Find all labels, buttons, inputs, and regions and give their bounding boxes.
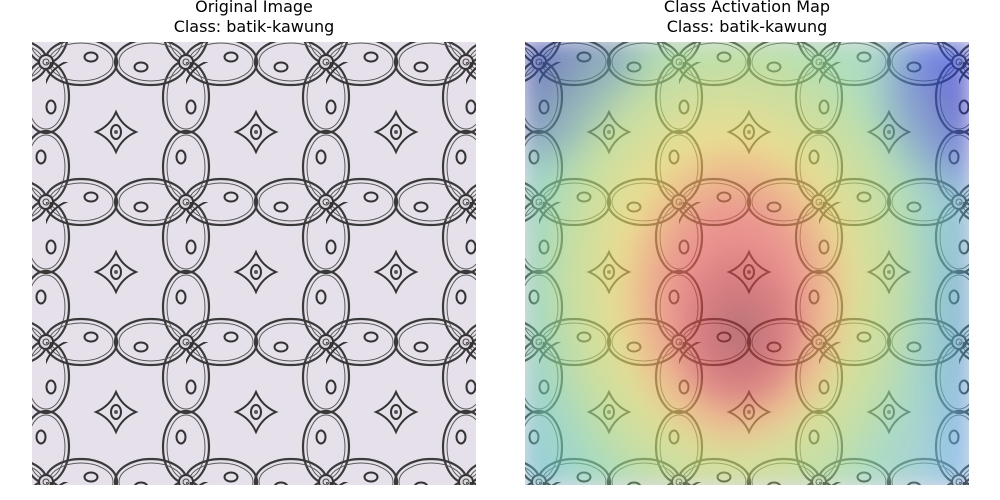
- activation-map-heading: Class Activation Map: [663, 0, 831, 16]
- original-image-title: Original Image Class: batik-kawung: [32, 0, 476, 37]
- original-image-class-label: Class: batik-kawung: [173, 17, 335, 36]
- batik-kawung-pattern-underlay: [525, 42, 969, 485]
- activation-map-class-label: Class: batik-kawung: [666, 17, 828, 36]
- original-batik-image: [32, 42, 476, 485]
- class-activation-map-image: [525, 42, 969, 485]
- activation-map-title: Class Activation Map Class: batik-kawung: [525, 0, 969, 37]
- batik-kawung-pattern: [32, 42, 476, 485]
- original-image-heading: Original Image: [195, 0, 313, 16]
